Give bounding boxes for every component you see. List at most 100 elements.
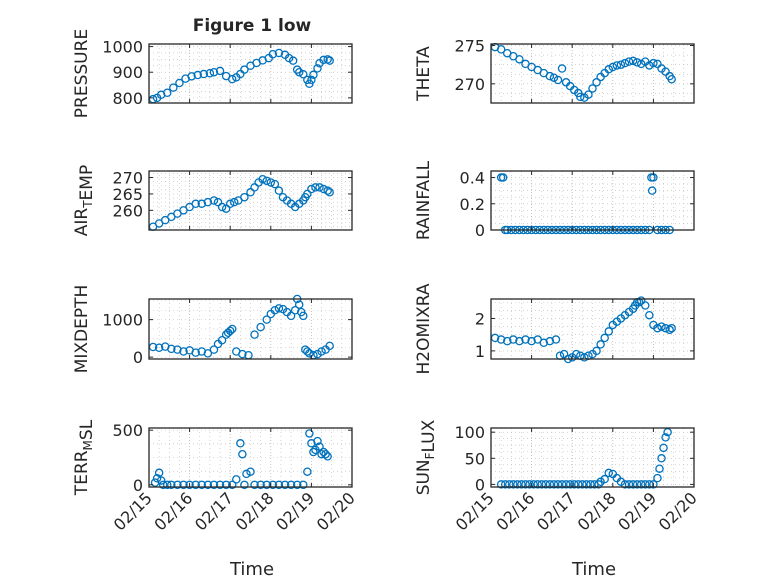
axes-box — [148, 170, 353, 231]
data-point — [227, 324, 237, 334]
data-point — [191, 480, 200, 490]
data-point — [246, 467, 255, 476]
data-point — [303, 467, 312, 476]
data-point — [584, 90, 593, 99]
data-point — [240, 192, 249, 202]
data-point — [559, 349, 569, 359]
data-point — [250, 330, 259, 339]
data-point — [600, 474, 609, 484]
data-point — [266, 178, 276, 187]
data-point — [315, 183, 324, 192]
data-point — [274, 48, 284, 58]
data-point — [572, 349, 581, 359]
data-point — [557, 64, 567, 73]
data-point — [227, 74, 237, 84]
data-point — [659, 443, 668, 453]
data-point — [305, 429, 314, 438]
figure-title: Figure 1 low — [193, 16, 312, 36]
y-tick-label: 1000 — [102, 311, 143, 330]
data-point — [641, 480, 650, 489]
data-point — [209, 67, 219, 77]
data-point — [240, 480, 249, 490]
data-point — [280, 480, 290, 490]
data-point — [191, 348, 200, 357]
data-point — [309, 70, 318, 80]
data-point — [533, 480, 542, 489]
data-point — [203, 197, 213, 207]
data-point — [657, 454, 666, 463]
y-tick-label: 270 — [454, 75, 485, 94]
data-point — [592, 346, 601, 356]
data-point — [500, 480, 510, 489]
data-point — [294, 300, 304, 309]
data-point — [213, 197, 223, 207]
data-point — [667, 74, 676, 84]
data-point — [238, 349, 247, 359]
data-point — [152, 474, 162, 483]
data-point — [582, 480, 591, 489]
axes-box — [490, 170, 695, 231]
data-point — [232, 475, 241, 484]
data-point — [217, 202, 227, 212]
y-tick-label: 265 — [112, 185, 143, 204]
data-point — [557, 480, 567, 489]
data-point — [246, 188, 255, 197]
y-axis-label: THETA — [414, 46, 434, 102]
data-point — [624, 57, 634, 66]
panel-mixdepth: 0 1000 MIXDEPTH — [72, 285, 353, 373]
y-tick-label: 50 — [465, 449, 485, 468]
data-point — [288, 56, 298, 65]
data-point — [539, 338, 549, 348]
x-tick-label: 02/17 — [533, 488, 579, 534]
panel-rainfall: 0 0.2 0.4 RAINFALL — [414, 160, 695, 240]
data-point — [299, 480, 308, 490]
data-point — [515, 336, 524, 346]
data-point — [203, 480, 213, 490]
data-point — [156, 476, 166, 485]
y-axis-label: TERRMSL — [72, 419, 97, 496]
data-point — [191, 199, 200, 209]
data-point — [227, 480, 237, 490]
data-point — [586, 480, 595, 489]
data-point — [323, 186, 332, 195]
data-point — [286, 480, 296, 490]
data-point — [268, 50, 278, 59]
data-point — [549, 480, 559, 489]
x-tick-label: 02/17 — [191, 488, 237, 534]
y-tick-label: 100 — [454, 423, 485, 442]
axes-box — [490, 427, 695, 488]
data-point — [541, 480, 551, 489]
data-point — [240, 65, 249, 74]
data-point — [238, 449, 247, 459]
data-point — [551, 335, 561, 344]
data-point — [545, 71, 555, 81]
data-point — [574, 480, 583, 489]
data-point — [515, 55, 524, 64]
data-point — [509, 480, 518, 489]
data-point — [498, 173, 508, 182]
plot-area — [491, 428, 694, 487]
y-tick-label: 260 — [112, 201, 143, 220]
data-point — [632, 58, 642, 67]
plot-area — [149, 171, 352, 230]
data-point — [649, 58, 658, 68]
data-point — [496, 480, 506, 489]
axes-box — [148, 43, 353, 104]
data-point — [529, 480, 538, 489]
data-point — [311, 183, 320, 192]
data-point — [236, 439, 245, 448]
data-point — [294, 67, 304, 77]
data-point — [592, 78, 601, 87]
y-tick-label: 0.4 — [460, 169, 485, 188]
x-tick-label: 02/16 — [150, 488, 196, 534]
data-point — [545, 336, 555, 346]
data-point — [230, 197, 239, 207]
data-point — [325, 188, 334, 197]
data-point — [319, 55, 328, 65]
y-tick-label: 1000 — [102, 38, 143, 57]
data-point — [565, 480, 575, 489]
data-point — [588, 84, 597, 93]
data-point — [250, 183, 259, 192]
